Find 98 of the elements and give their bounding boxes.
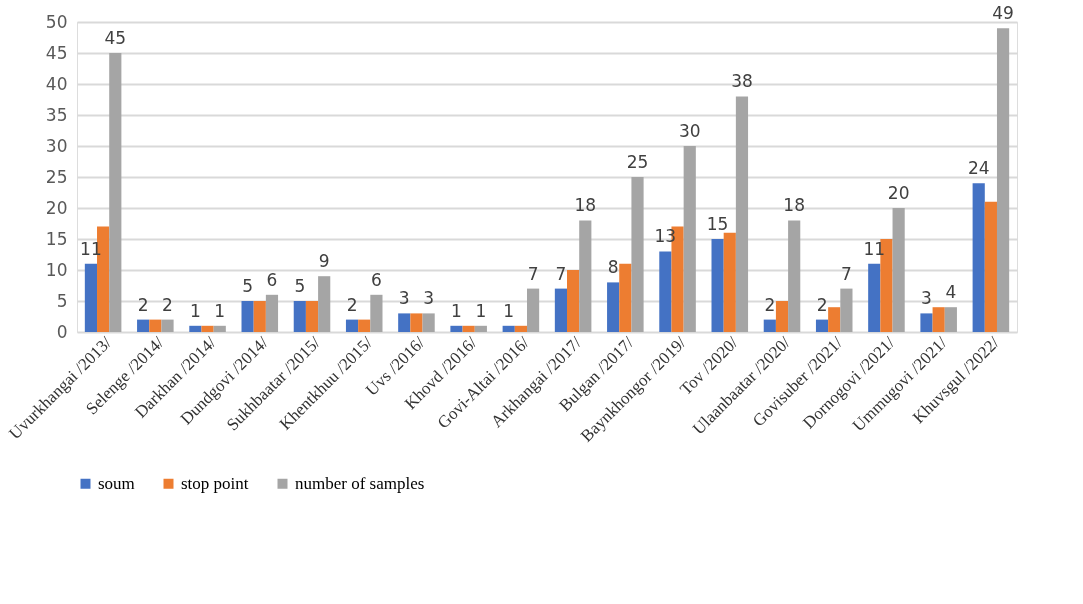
data-label: 2: [764, 294, 776, 315]
data-label: 1: [475, 300, 487, 321]
bar: [189, 325, 202, 332]
bar: [84, 263, 98, 332]
bar: [711, 239, 724, 332]
bar: [265, 294, 279, 332]
bar: [398, 313, 411, 332]
bar: [345, 319, 359, 332]
data-label: 4: [945, 282, 957, 303]
data-label: 5: [242, 276, 254, 296]
bar: [775, 301, 789, 332]
data-label: 20: [887, 183, 910, 203]
bar: [161, 319, 174, 332]
bar: [514, 325, 527, 332]
y-tick-label: 15: [45, 228, 68, 249]
bar: [619, 263, 632, 332]
y-tick-label: 40: [45, 73, 68, 94]
bar: [526, 288, 540, 332]
bar: [149, 319, 162, 332]
data-label: 1: [503, 300, 515, 321]
bar: [358, 319, 371, 332]
data-label: 3: [921, 288, 932, 309]
bar: [723, 232, 736, 332]
bar: [293, 301, 306, 332]
data-label: 1: [214, 300, 226, 321]
bar: [984, 201, 997, 332]
data-label: 7: [527, 263, 539, 284]
data-label: 6: [370, 269, 382, 290]
data-label: 8: [607, 257, 619, 278]
bar: [944, 307, 957, 332]
y-tick-label: 45: [45, 42, 68, 63]
bar: [462, 325, 475, 332]
data-label: 45: [104, 28, 127, 48]
bar: [932, 307, 945, 332]
y-tick-label: 25: [45, 166, 68, 187]
data-label: 5: [294, 276, 306, 296]
bar: [567, 270, 580, 332]
bar: [683, 146, 696, 332]
bar: [318, 276, 331, 332]
data-label: 2: [816, 294, 828, 315]
bar: [579, 220, 592, 332]
data-label: 6: [266, 269, 278, 290]
legend-label: soum: [98, 473, 135, 493]
y-tick-label: 50: [45, 11, 68, 32]
y-tick-label: 5: [56, 290, 68, 311]
data-label: 38: [731, 71, 753, 92]
data-label: 30: [678, 121, 701, 141]
bar: [840, 288, 853, 332]
data-label: 15: [706, 214, 729, 234]
bar: [735, 96, 749, 332]
data-label: 7: [840, 263, 852, 284]
bar: [659, 251, 672, 332]
data-label: 25: [626, 152, 649, 172]
bar: [201, 325, 214, 332]
y-tick-label: 20: [45, 197, 68, 218]
bar: [607, 282, 620, 332]
y-tick-label: 35: [45, 104, 68, 125]
data-label: 24: [967, 158, 990, 179]
bar: [892, 208, 905, 332]
y-tick-label: 10: [45, 259, 68, 280]
bar: [370, 294, 383, 332]
legend-label: stop point: [181, 473, 249, 493]
bar: [868, 263, 881, 332]
bar: [763, 319, 776, 332]
bar: [920, 313, 933, 332]
bar: [410, 313, 423, 332]
bar: [972, 183, 985, 332]
data-label: 3: [423, 288, 435, 309]
data-label: 18: [783, 195, 806, 216]
data-label: 1: [189, 300, 201, 321]
y-tick-label: 0: [56, 321, 68, 342]
bar: [631, 177, 644, 332]
bar: [137, 319, 150, 332]
data-label: 49: [992, 3, 1014, 24]
bar: [109, 53, 122, 332]
bar: [213, 325, 226, 332]
bar: [305, 301, 319, 332]
bar: [241, 301, 254, 332]
legend-label: number of samples: [295, 473, 425, 493]
bar: [788, 220, 801, 332]
bar: [474, 325, 487, 332]
data-label: 9: [318, 251, 330, 272]
data-label: 7: [555, 263, 567, 284]
bar: [996, 28, 1010, 332]
bar: [450, 325, 463, 332]
data-label: 18: [574, 195, 597, 216]
bar: [815, 319, 829, 332]
y-tick-label: 30: [45, 135, 68, 156]
bar: [502, 325, 515, 332]
bar: [422, 313, 435, 332]
data-label: 2: [346, 294, 358, 315]
data-label: 3: [398, 288, 410, 309]
data-label: 2: [137, 294, 149, 315]
bar: [554, 288, 568, 332]
bar: [253, 301, 266, 332]
bar: [828, 307, 841, 332]
data-label: 2: [162, 294, 173, 315]
data-label: 1: [451, 300, 462, 321]
